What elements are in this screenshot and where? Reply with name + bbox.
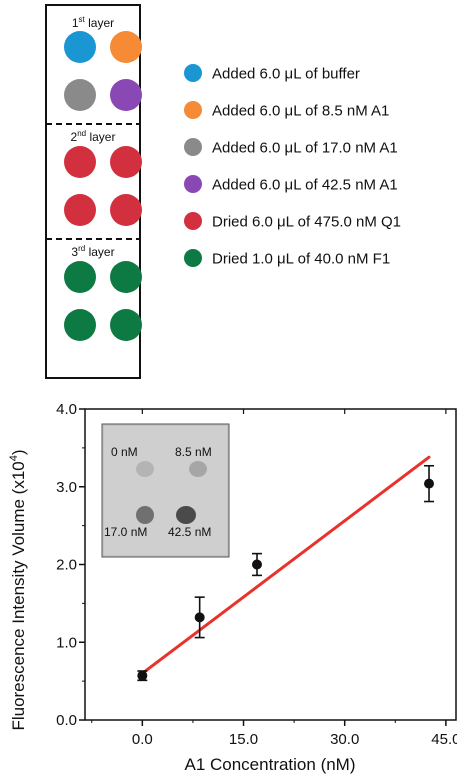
y-tick-label-0: 0.0 <box>56 712 77 729</box>
legend-swatch-3 <box>184 138 202 156</box>
inset-spot-0nm <box>136 461 154 477</box>
legend-text-1: Added 6.0 μL of buffer <box>212 66 360 83</box>
inset-spot-42-5nm <box>176 506 196 524</box>
y-tick-label-1: 1.0 <box>56 634 77 651</box>
data-point-3 <box>424 464 435 503</box>
layer-2-dot-2 <box>110 146 142 178</box>
x-tick-label-1: 15.0 <box>229 731 258 748</box>
inset-spot-8-5nm <box>189 461 207 477</box>
legend-text-3: Added 6.0 μL of 17.0 nM A1 <box>212 140 398 157</box>
scatter-chart: 0.0 15.0 30.0 45.0 0.0 1.0 2.0 3.0 4.0 0 nM 8.5 … <box>8 401 457 774</box>
x-tick-label-3: 45.0 <box>431 731 457 748</box>
layer-3-dot-4 <box>110 309 142 341</box>
layer-label-3: 3rd layer <box>71 244 114 259</box>
layer-3-dot-3 <box>64 309 96 341</box>
layer-2-dot-3 <box>64 194 96 226</box>
inset-label-0nm: 0 nM <box>111 445 138 459</box>
legend-swatch-5 <box>184 212 202 230</box>
inset-gel-image: 0 nM 8.5 nM 17.0 nM 42.5 nM <box>101 423 230 558</box>
legend-swatch-4 <box>184 175 202 193</box>
x-tick-label-0: 0.0 <box>132 731 153 748</box>
layer-1-dot-3 <box>64 79 96 111</box>
layer-label-2: 2nd layer <box>71 129 116 144</box>
inset-label-8-5nm: 8.5 nM <box>175 445 212 459</box>
layer-1-dot-4 <box>110 79 142 111</box>
layer-2-dot-1 <box>64 146 96 178</box>
legend-swatch-6 <box>184 249 202 267</box>
layer-1-dot-2 <box>110 31 142 63</box>
data-point-1 <box>194 596 205 639</box>
legend-swatch-2 <box>184 101 202 119</box>
layer-3-dot-2 <box>110 261 142 293</box>
legend-text-4: Added 6.0 μL of 42.5 nM A1 <box>212 177 398 194</box>
layer-diagram: 1st layer 2nd layer 3rd layer Added 6.0 … <box>45 4 401 379</box>
point-marker-2 <box>252 559 263 570</box>
layer-1-dot-1 <box>64 31 96 63</box>
inset-spot-17nm <box>136 506 154 524</box>
x-axis-label: A1 Concentration (nM) <box>184 755 355 774</box>
legend-text-2: Added 6.0 μL of 8.5 nM A1 <box>212 103 389 120</box>
fit-line <box>140 455 431 675</box>
layer-3-dot-1 <box>64 261 96 293</box>
inset-haze <box>104 426 227 555</box>
dot-legend: Added 6.0 μL of buffer Added 6.0 μL of 8.… <box>184 64 401 268</box>
point-marker-3 <box>424 478 435 489</box>
layer-label-1: 1st layer <box>72 15 114 30</box>
data-point-2 <box>252 552 263 577</box>
point-marker-0 <box>137 670 148 681</box>
data-point-0 <box>137 670 148 682</box>
inset-label-17nm: 17.0 nM <box>104 525 147 539</box>
y-tick-label-3: 3.0 <box>56 479 77 496</box>
legend-text-5: Dried 6.0 μL of 475.0 nM Q1 <box>212 214 401 231</box>
y-axis-label: Fluorescence Intensity Volume (x104) <box>8 449 28 730</box>
y-tick-label-4: 4.0 <box>56 401 77 418</box>
data-points <box>137 464 435 682</box>
legend-text-6: Dried 1.0 μL of 40.0 nM F1 <box>212 251 390 268</box>
point-marker-1 <box>194 612 205 623</box>
fit-line-group <box>140 455 431 675</box>
y-tick-label-2: 2.0 <box>56 557 77 574</box>
layer-dots <box>64 31 142 341</box>
x-tick-label-2: 30.0 <box>330 731 359 748</box>
inset-label-42-5nm: 42.5 nM <box>168 525 211 539</box>
axis-ticks: 0.0 15.0 30.0 45.0 0.0 1.0 2.0 3.0 4.0 <box>56 401 457 748</box>
layer-2-dot-4 <box>110 194 142 226</box>
legend-swatch-1 <box>184 64 202 82</box>
